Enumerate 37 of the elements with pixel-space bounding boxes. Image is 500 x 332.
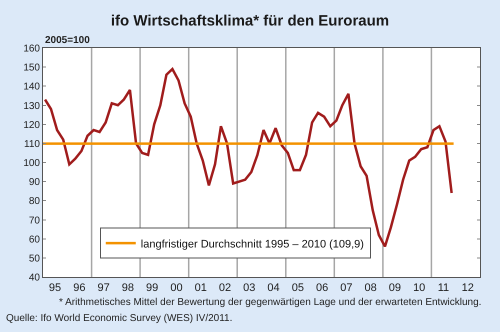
x-tick-label: 08 [364,282,377,294]
y-tick-label: 150 [23,62,40,74]
x-tick-label: 99 [146,282,158,294]
x-tick-label: 06 [316,282,328,294]
chart-title: ifo Wirtschaftsklima* für den Euroraum [110,12,390,30]
y-tick-label: 60 [28,234,40,246]
source-note: Quelle: Ifo World Economic Survey (WES) IV/2011. [6,313,232,324]
x-tick-label: 11 [438,282,450,294]
x-tick-label: 95 [48,282,62,294]
x-tick-label: 10 [413,282,426,294]
y-tick-label: 50 [28,253,40,264]
x-tick-label: 97 [97,282,110,294]
y-tick-label: 100 [23,158,40,169]
y-tick-label: 70 [28,215,40,226]
x-tick-label: 12 [462,282,474,294]
x-tick-label: 07 [340,282,352,294]
line-series [44,68,453,248]
x-tick-label: 04 [267,282,280,294]
y-tick-label: 160 [23,44,40,54]
legend-label: langfristiger Durchschnitt 1995 – 2010 (109,9) [140,238,364,250]
text: * Arithmetisches Mittel der Bewertung der gegenwärtigen Lage und der erwarteten Entwicklung. [59,297,482,308]
x-tick-label: 01 [194,282,207,294]
x-tick-label: 05 [292,282,304,294]
x-tick-label: 98 [122,282,134,294]
x-tick-label: 03 [243,282,256,294]
y-tick-label: 110 [24,138,40,150]
y-tick-label: 40 [28,272,40,284]
y-tick-label: 140 [23,82,40,93]
y-axis-title: 2005=100 [45,35,90,46]
x-tick-label: 96 [73,282,86,294]
y-tick-label: 90 [28,177,40,188]
y-tick-label: 120 [23,120,40,131]
x-tick-label: 00 [170,282,183,294]
x-tick-label: 02 [218,282,232,294]
y-tick-label: 80 [28,196,40,208]
y-tick-label: 130 [23,100,40,112]
x-tick-label: 09 [388,282,402,294]
